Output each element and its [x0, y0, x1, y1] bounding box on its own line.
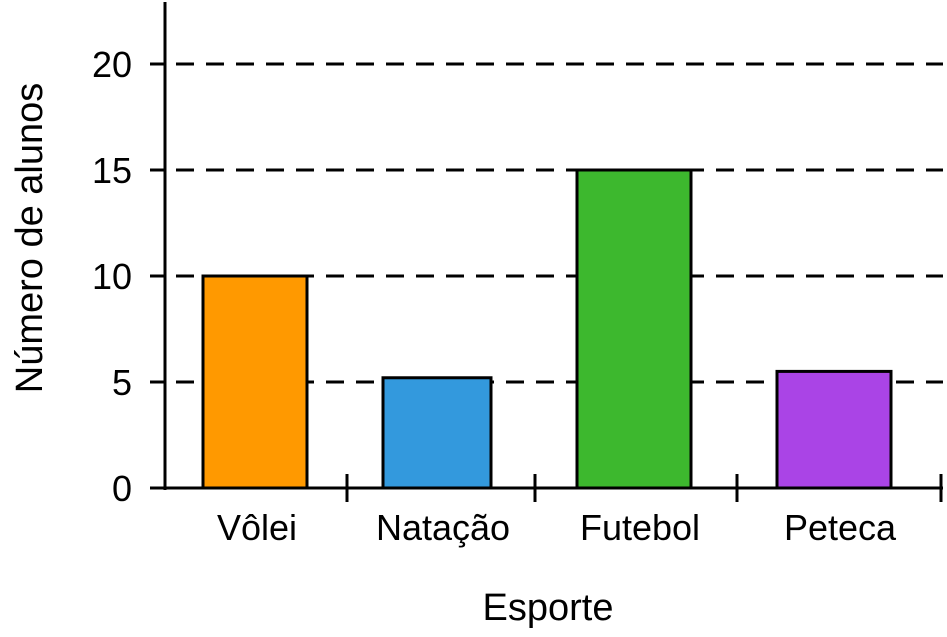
- y-tick-label-0: 0: [112, 468, 132, 509]
- bar-futebol: [575, 168, 693, 490]
- bars: [201, 168, 893, 490]
- y-tick-label-10: 10: [92, 256, 132, 297]
- y-tick-label-20: 20: [92, 44, 132, 85]
- bar-vôlei: [201, 274, 309, 490]
- bar-natação: [381, 376, 493, 490]
- category-label-3: Futebol: [580, 507, 700, 548]
- category-labels: Vôlei Natação Futebol Peteca: [217, 507, 897, 548]
- category-label-2: Natação: [376, 507, 510, 548]
- y-ticks: 0 5 10 15 20: [92, 44, 165, 509]
- axes: [150, 2, 943, 490]
- x-axis-title: Esporte: [483, 587, 614, 629]
- bar-peteca: [775, 369, 893, 490]
- y-axis-title: Número de alunos: [9, 83, 51, 394]
- y-tick-label-15: 15: [92, 150, 132, 191]
- y-tick-label-5: 5: [112, 362, 132, 403]
- category-label-1: Vôlei: [217, 507, 297, 548]
- category-label-4: Peteca: [784, 507, 897, 548]
- x-ticks: [345, 474, 943, 502]
